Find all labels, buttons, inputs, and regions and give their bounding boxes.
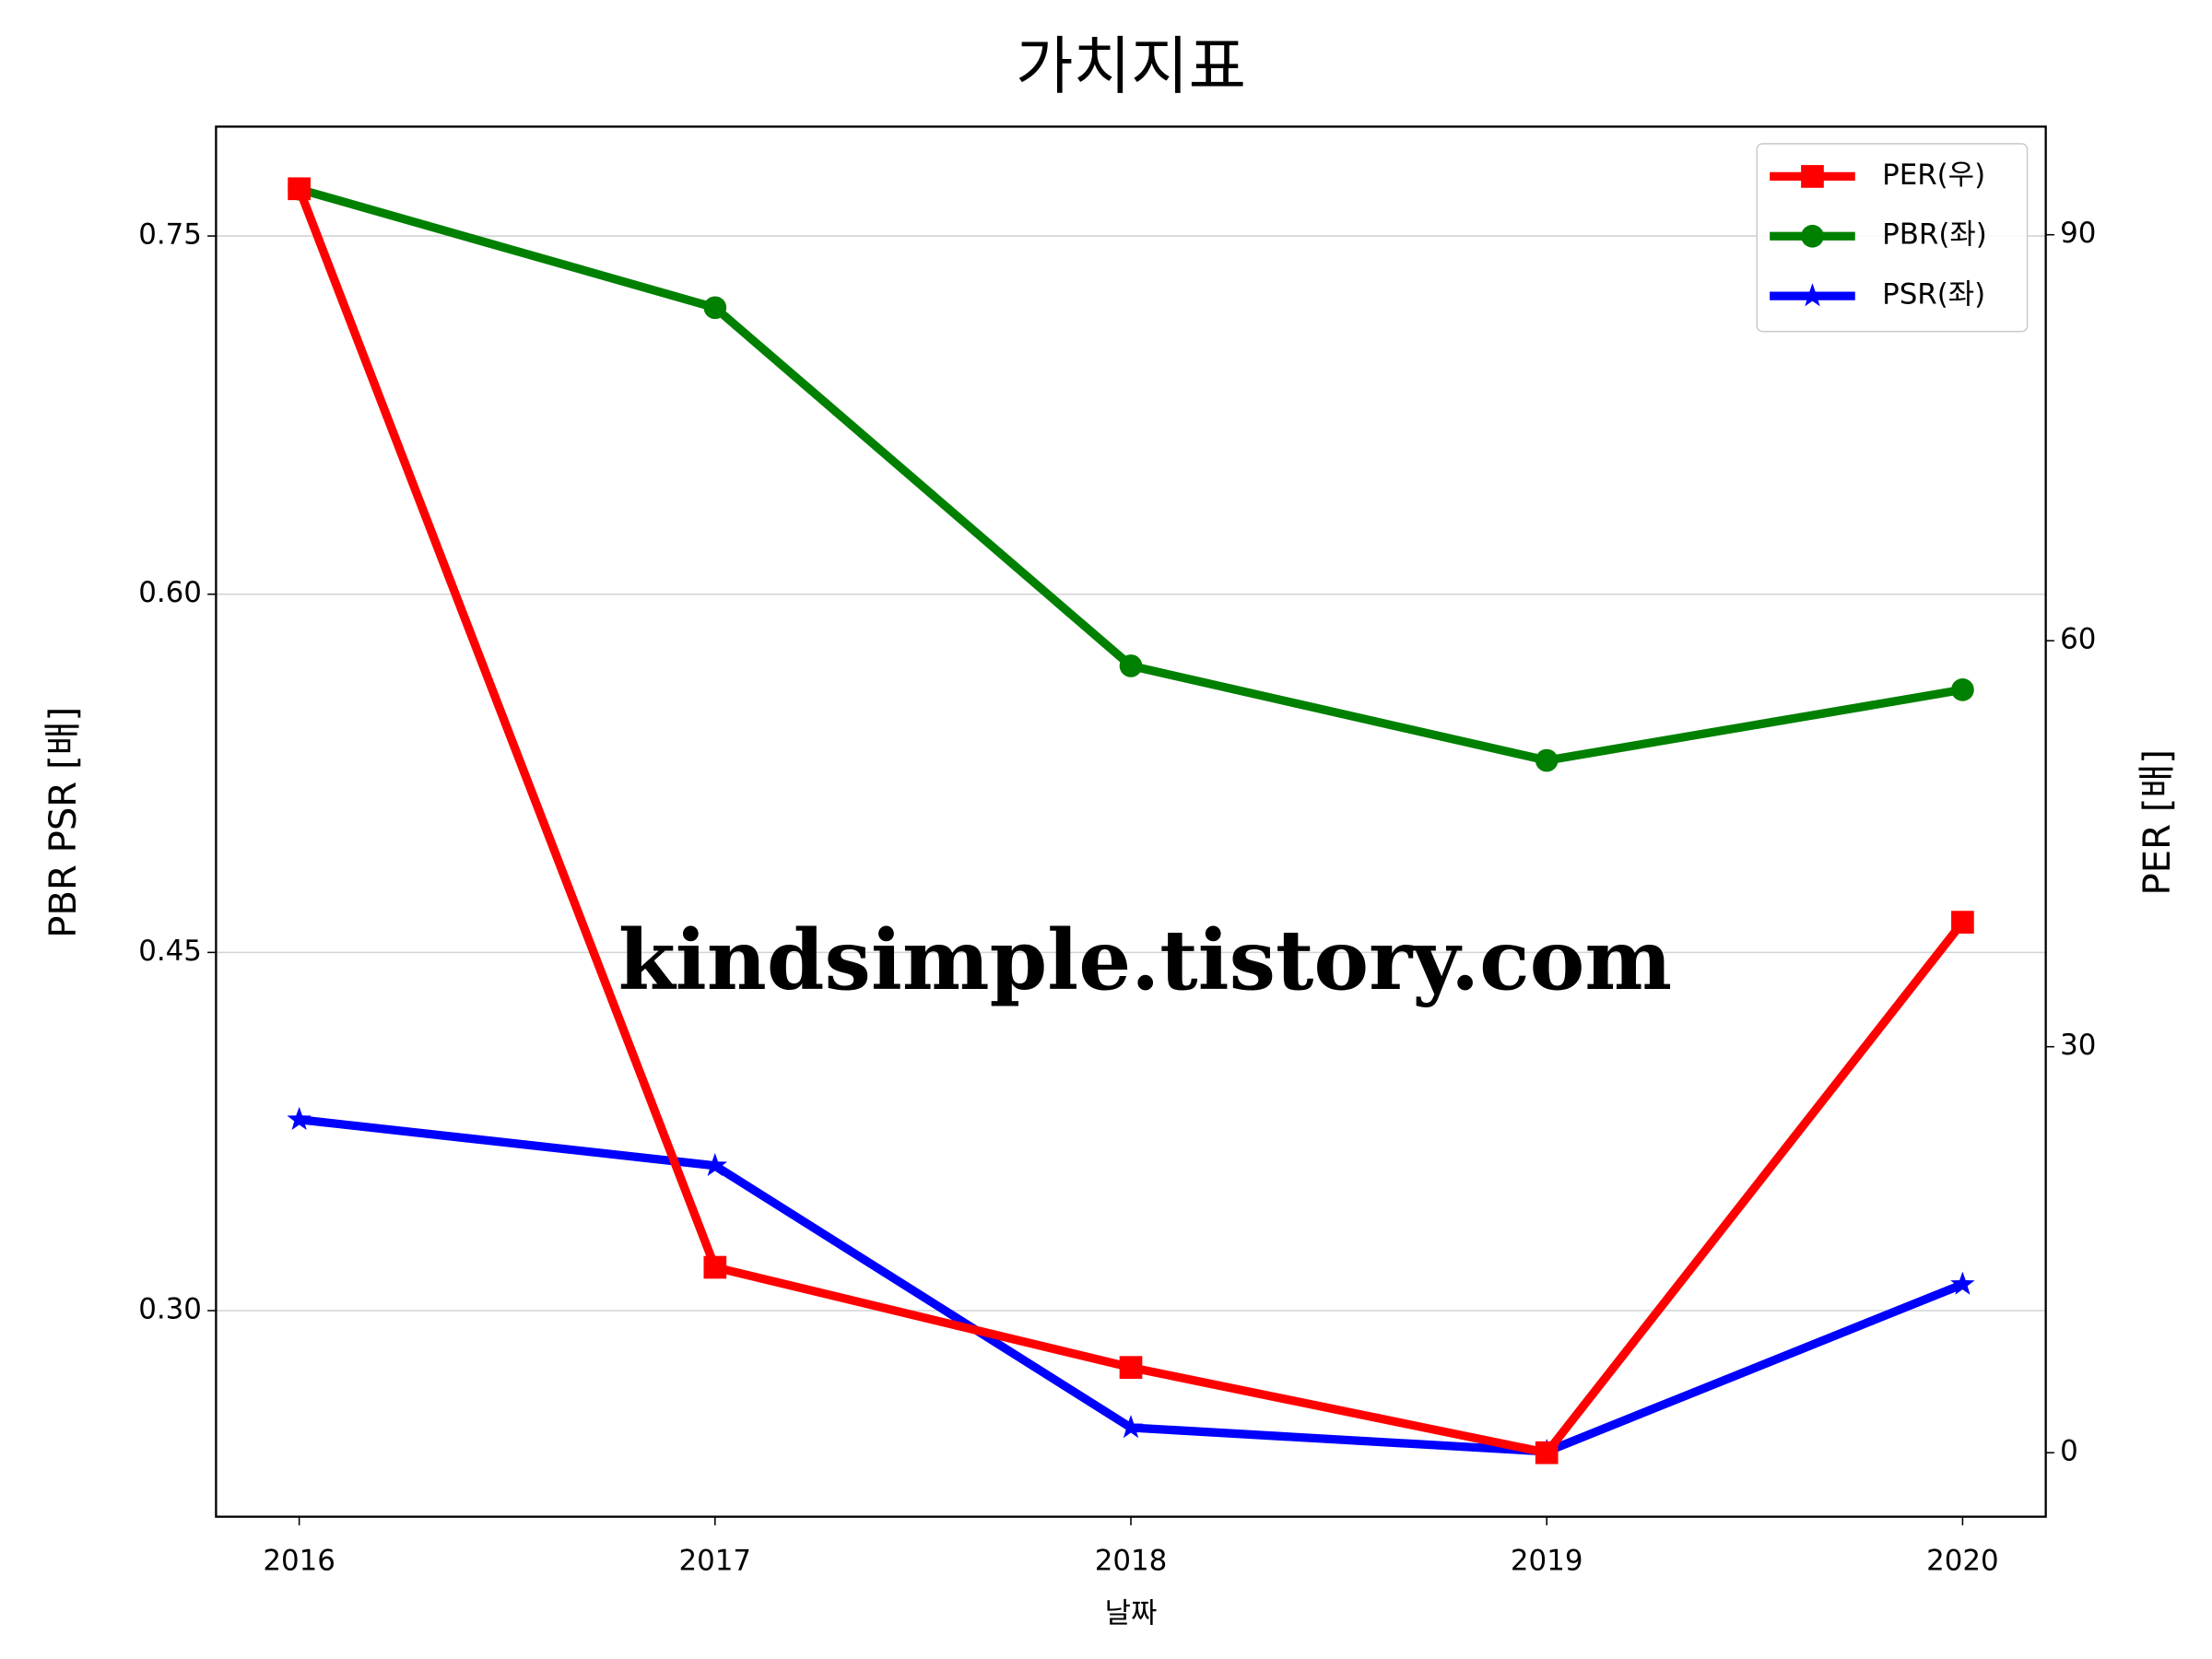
legend-label: PBR(좌) [1882,218,1987,252]
marker [1118,1415,1144,1439]
y-axis-label: PBR PSR [배] [42,707,85,938]
legend-label: PSR(좌) [1882,278,1985,312]
y-tick-label: 0.75 [138,218,202,252]
plot-frame [215,125,2047,1518]
chart-title: 가치지표 [1016,31,1246,104]
y2-tick-label: 90 [2060,217,2096,250]
x-tick-label: 2017 [679,1545,752,1578]
x-tick-label: 2018 [1095,1545,1168,1578]
marker [1951,678,1974,701]
y-tick-label: 0.60 [138,576,202,609]
legend-marker [1801,224,1824,248]
marker [703,1255,727,1279]
y-tick-label: 0.45 [138,935,202,968]
y-tick-label: 0.30 [138,1293,202,1326]
marker [1119,1356,1143,1380]
x-tick-label: 2016 [263,1545,335,1578]
legend-label: PER(우) [1882,159,1985,192]
marker [1535,748,1559,772]
marker [1950,1271,1975,1295]
marker [702,1152,728,1177]
legend-marker [1800,283,1825,307]
x-tick-label: 2019 [1511,1545,1583,1578]
marker [1119,654,1143,677]
y2-tick-label: 30 [2060,1029,2096,1062]
legend-marker [1801,165,1824,188]
marker [703,296,727,320]
y2-axis-label: PER [배] [2136,749,2179,895]
y2-tick-label: 60 [2060,623,2096,656]
x-tick-label: 2020 [1926,1545,1999,1578]
marker [1535,1441,1559,1465]
marker [288,177,311,201]
legend-box [1756,143,2029,333]
marker [287,1106,312,1131]
marker [1951,911,1974,934]
watermark: kindsimple.tistory.com [618,912,1672,1009]
y2-tick-label: 0 [2060,1435,2078,1468]
x-axis-label: 날짜 [1105,1597,1158,1630]
